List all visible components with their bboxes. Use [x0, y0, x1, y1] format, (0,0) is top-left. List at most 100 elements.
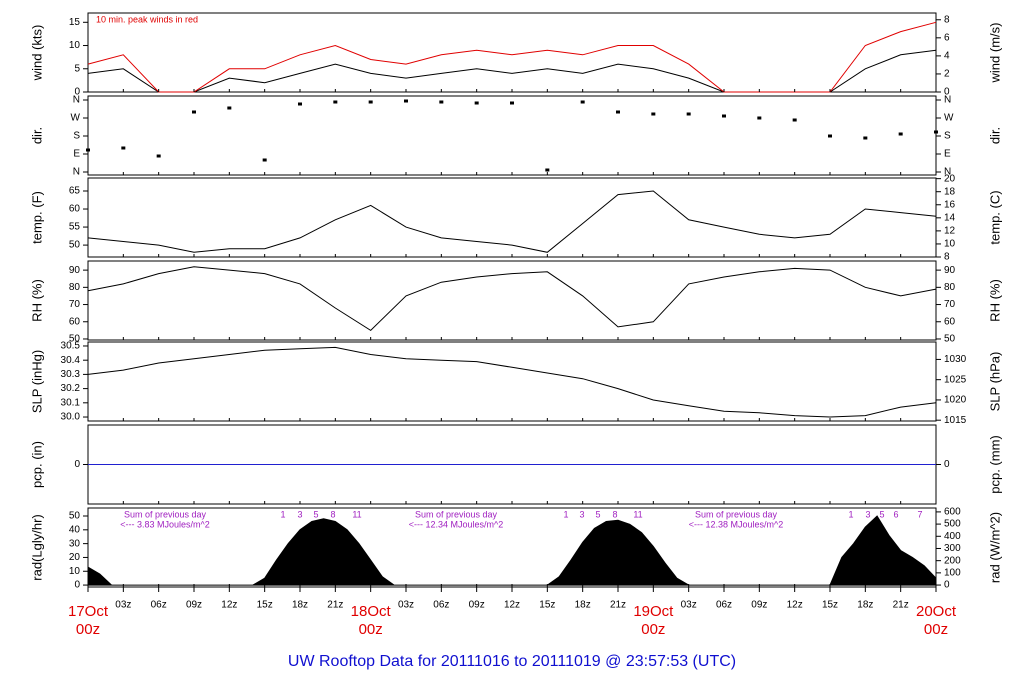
footer-title: UW Rooftop Data for 20111016 to 20111019…: [288, 653, 736, 670]
x-tick-label: 03z: [398, 600, 414, 611]
panel-frame: [87, 12, 937, 93]
y-tick-label: W: [944, 113, 954, 124]
line-series: [87, 21, 937, 93]
x-tick-label: 03z: [681, 600, 697, 611]
y2-axis-label: wind (m/s): [987, 23, 1002, 84]
hour-label: 11: [633, 509, 642, 519]
y-tick-label: 30.0: [61, 412, 81, 423]
y-tick-label: 20: [69, 552, 81, 563]
y-tick-label: 30.5: [61, 341, 81, 352]
hour-label: 8: [612, 509, 617, 519]
point: [934, 130, 938, 134]
point: [722, 114, 726, 118]
y-tick-label: 12: [944, 226, 956, 237]
x-tick-label: 18z: [292, 600, 308, 611]
y2-axis-label: SLP (hPa): [987, 352, 1002, 412]
y-tick-label: 600: [944, 507, 961, 518]
point: [651, 112, 656, 116]
x-major-date: 18Oct: [351, 603, 392, 620]
y-tick-label: 60: [69, 316, 81, 327]
y-tick-label: 30.3: [61, 369, 81, 380]
x-tick-label: 15z: [539, 600, 555, 611]
y2-axis-label: rad (W/m^2): [987, 512, 1002, 583]
y-tick-label: 1030: [944, 354, 967, 365]
x-major-date: 19Oct: [633, 603, 674, 620]
y-tick-label: 30: [69, 538, 81, 549]
point: [580, 100, 585, 104]
x-tick-label: 21z: [610, 600, 626, 611]
y-tick-label: 50: [944, 334, 956, 345]
point: [545, 168, 550, 172]
y2-axis-label: temp. (C): [987, 190, 1002, 244]
y-axis-label: dir.: [29, 127, 44, 144]
panel-frame: [87, 95, 937, 176]
y-tick-label: W: [71, 113, 81, 124]
y-tick-label: 50: [69, 240, 81, 251]
y-tick-label: 90: [69, 265, 81, 276]
annotation-value: <--- 3.83 MJoules/m^2: [120, 519, 210, 529]
point: [262, 158, 267, 162]
hour-label: 5: [879, 509, 884, 519]
x-tick-label: 15z: [257, 600, 273, 611]
y-tick-label: E: [944, 149, 951, 160]
x-major-time: 00z: [359, 621, 383, 638]
hour-label: 1: [563, 509, 568, 519]
x-tick-label: 06z: [716, 600, 732, 611]
hour-label: 5: [313, 509, 318, 519]
x-tick-label: 06z: [151, 600, 167, 611]
annotation: 10 min. peak winds in red: [96, 14, 198, 24]
point: [156, 154, 161, 158]
y-tick-label: 70: [69, 299, 81, 310]
annotation-value: <--- 12.38 MJoules/m^2: [689, 519, 784, 529]
x-tick-label: 21z: [327, 600, 343, 611]
y-tick-label: 55: [69, 222, 81, 233]
y-tick-label: 1025: [944, 374, 967, 385]
y-tick-label: 0: [74, 580, 80, 591]
y-tick-label: 200: [944, 555, 961, 566]
line-series: [87, 49, 937, 93]
y-tick-label: 50: [69, 334, 81, 345]
y-tick-label: 1020: [944, 395, 967, 406]
y-tick-label: N: [73, 95, 80, 106]
y-axis-label: SLP (inHg): [29, 350, 44, 413]
point: [298, 102, 302, 106]
y-tick-label: 60: [69, 204, 81, 215]
y-tick-label: 80: [944, 282, 956, 293]
y-tick-label: 6: [944, 32, 950, 43]
x-tick-label: 06z: [433, 600, 449, 611]
y-tick-label: 10: [944, 239, 956, 250]
annotation-title: Sum of previous day: [695, 509, 778, 519]
hour-label: 3: [297, 509, 302, 519]
x-major-date: 20Oct: [916, 603, 957, 620]
y-tick-label: 0: [74, 87, 80, 98]
hour-label: 1: [848, 509, 853, 519]
point: [792, 118, 797, 122]
y-tick-label: 16: [944, 199, 956, 210]
hour-label: 11: [352, 509, 361, 519]
annotation-title: Sum of previous day: [415, 509, 498, 519]
point: [828, 134, 832, 138]
y-tick-label: E: [73, 149, 80, 160]
y-tick-label: 14: [944, 212, 956, 223]
y-tick-label: 5: [74, 63, 80, 74]
point: [227, 106, 232, 110]
y-tick-label: S: [944, 131, 951, 142]
y-tick-label: 65: [69, 186, 81, 197]
y-tick-label: N: [944, 167, 951, 178]
x-tick-label: 09z: [751, 600, 767, 611]
point: [474, 101, 479, 105]
x-tick-label: 03z: [115, 600, 131, 611]
y-tick-label: 70: [944, 299, 956, 310]
y-tick-label: 400: [944, 531, 961, 542]
y-tick-label: 10: [69, 40, 81, 51]
y-axis-label: rad(Lgly/hr): [29, 514, 44, 580]
x-major-date: 17Oct: [68, 603, 109, 620]
x-tick-label: 21z: [893, 600, 909, 611]
y-tick-label: 8: [944, 14, 950, 25]
y-tick-label: 0: [74, 459, 80, 470]
x-major-time: 00z: [641, 621, 665, 638]
line-series: [87, 190, 937, 253]
hour-label: 3: [579, 509, 584, 519]
point: [333, 100, 338, 104]
